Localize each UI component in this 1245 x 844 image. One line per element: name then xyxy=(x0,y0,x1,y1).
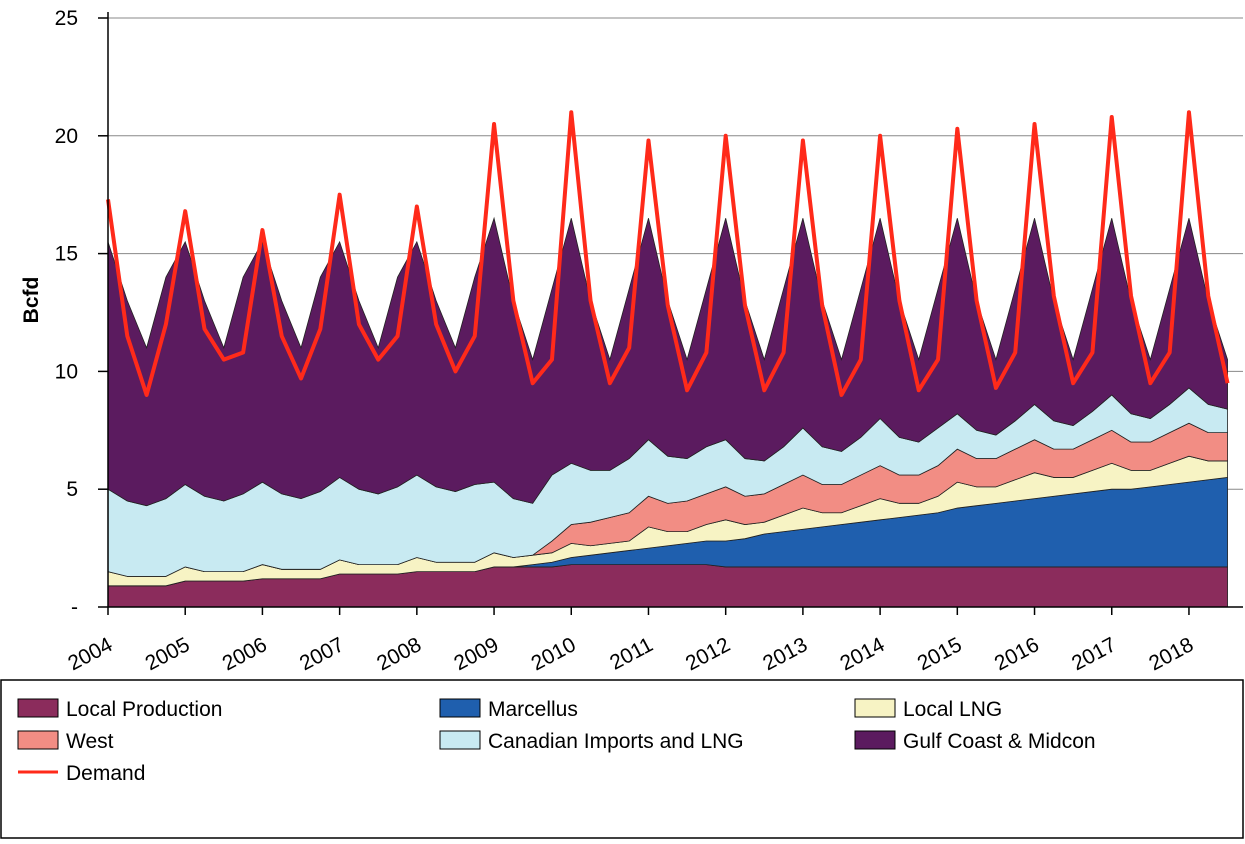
x-tick-label: 2017 xyxy=(1068,633,1120,675)
legend-label: Gulf Coast & Midcon xyxy=(903,730,1096,753)
legend-label: Local LNG xyxy=(903,698,1002,721)
x-tick-label: 2012 xyxy=(682,633,734,675)
y-tick-label: 5 xyxy=(66,478,78,501)
legend-swatch xyxy=(854,730,896,750)
y-tick-label: 25 xyxy=(55,7,78,30)
x-tick-label: 2009 xyxy=(450,633,502,675)
x-tick-label: 2014 xyxy=(836,633,888,675)
x-tick-label: 2004 xyxy=(64,633,116,675)
legend-label: West xyxy=(66,730,114,753)
area xyxy=(107,216,1228,507)
legend-swatch xyxy=(854,698,896,718)
x-tick-label: 2015 xyxy=(914,633,966,675)
x-tick-label: 2018 xyxy=(1145,633,1197,675)
legend-label: Local Production xyxy=(66,698,222,721)
y-tick-label: - xyxy=(71,596,78,619)
legend-swatch xyxy=(17,698,59,718)
x-tick-label: 2005 xyxy=(142,633,194,675)
x-tick-label: 2011 xyxy=(606,633,657,675)
legend-swatch xyxy=(439,730,481,750)
legend-label: Marcellus xyxy=(488,698,578,721)
y-axis-label: Bcfd xyxy=(20,277,43,324)
x-tick-label: 2016 xyxy=(991,633,1043,675)
legend-label: Demand xyxy=(66,762,145,785)
legend-box xyxy=(0,679,1244,839)
legend-swatch xyxy=(439,698,481,718)
demand-line xyxy=(106,110,1230,397)
x-tick-label: 2007 xyxy=(296,633,348,675)
x-tick-label: 2008 xyxy=(373,633,425,675)
y-tick-label: 15 xyxy=(55,243,78,266)
y-tick-label: 20 xyxy=(55,125,78,148)
legend-label: Canadian Imports and LNG xyxy=(488,730,744,753)
x-tick-label: 2010 xyxy=(528,633,580,675)
x-tick-label: 2013 xyxy=(759,633,811,675)
legend-swatch xyxy=(17,730,59,750)
x-tick-label: 2006 xyxy=(219,633,271,675)
y-tick-label: 10 xyxy=(55,360,78,383)
